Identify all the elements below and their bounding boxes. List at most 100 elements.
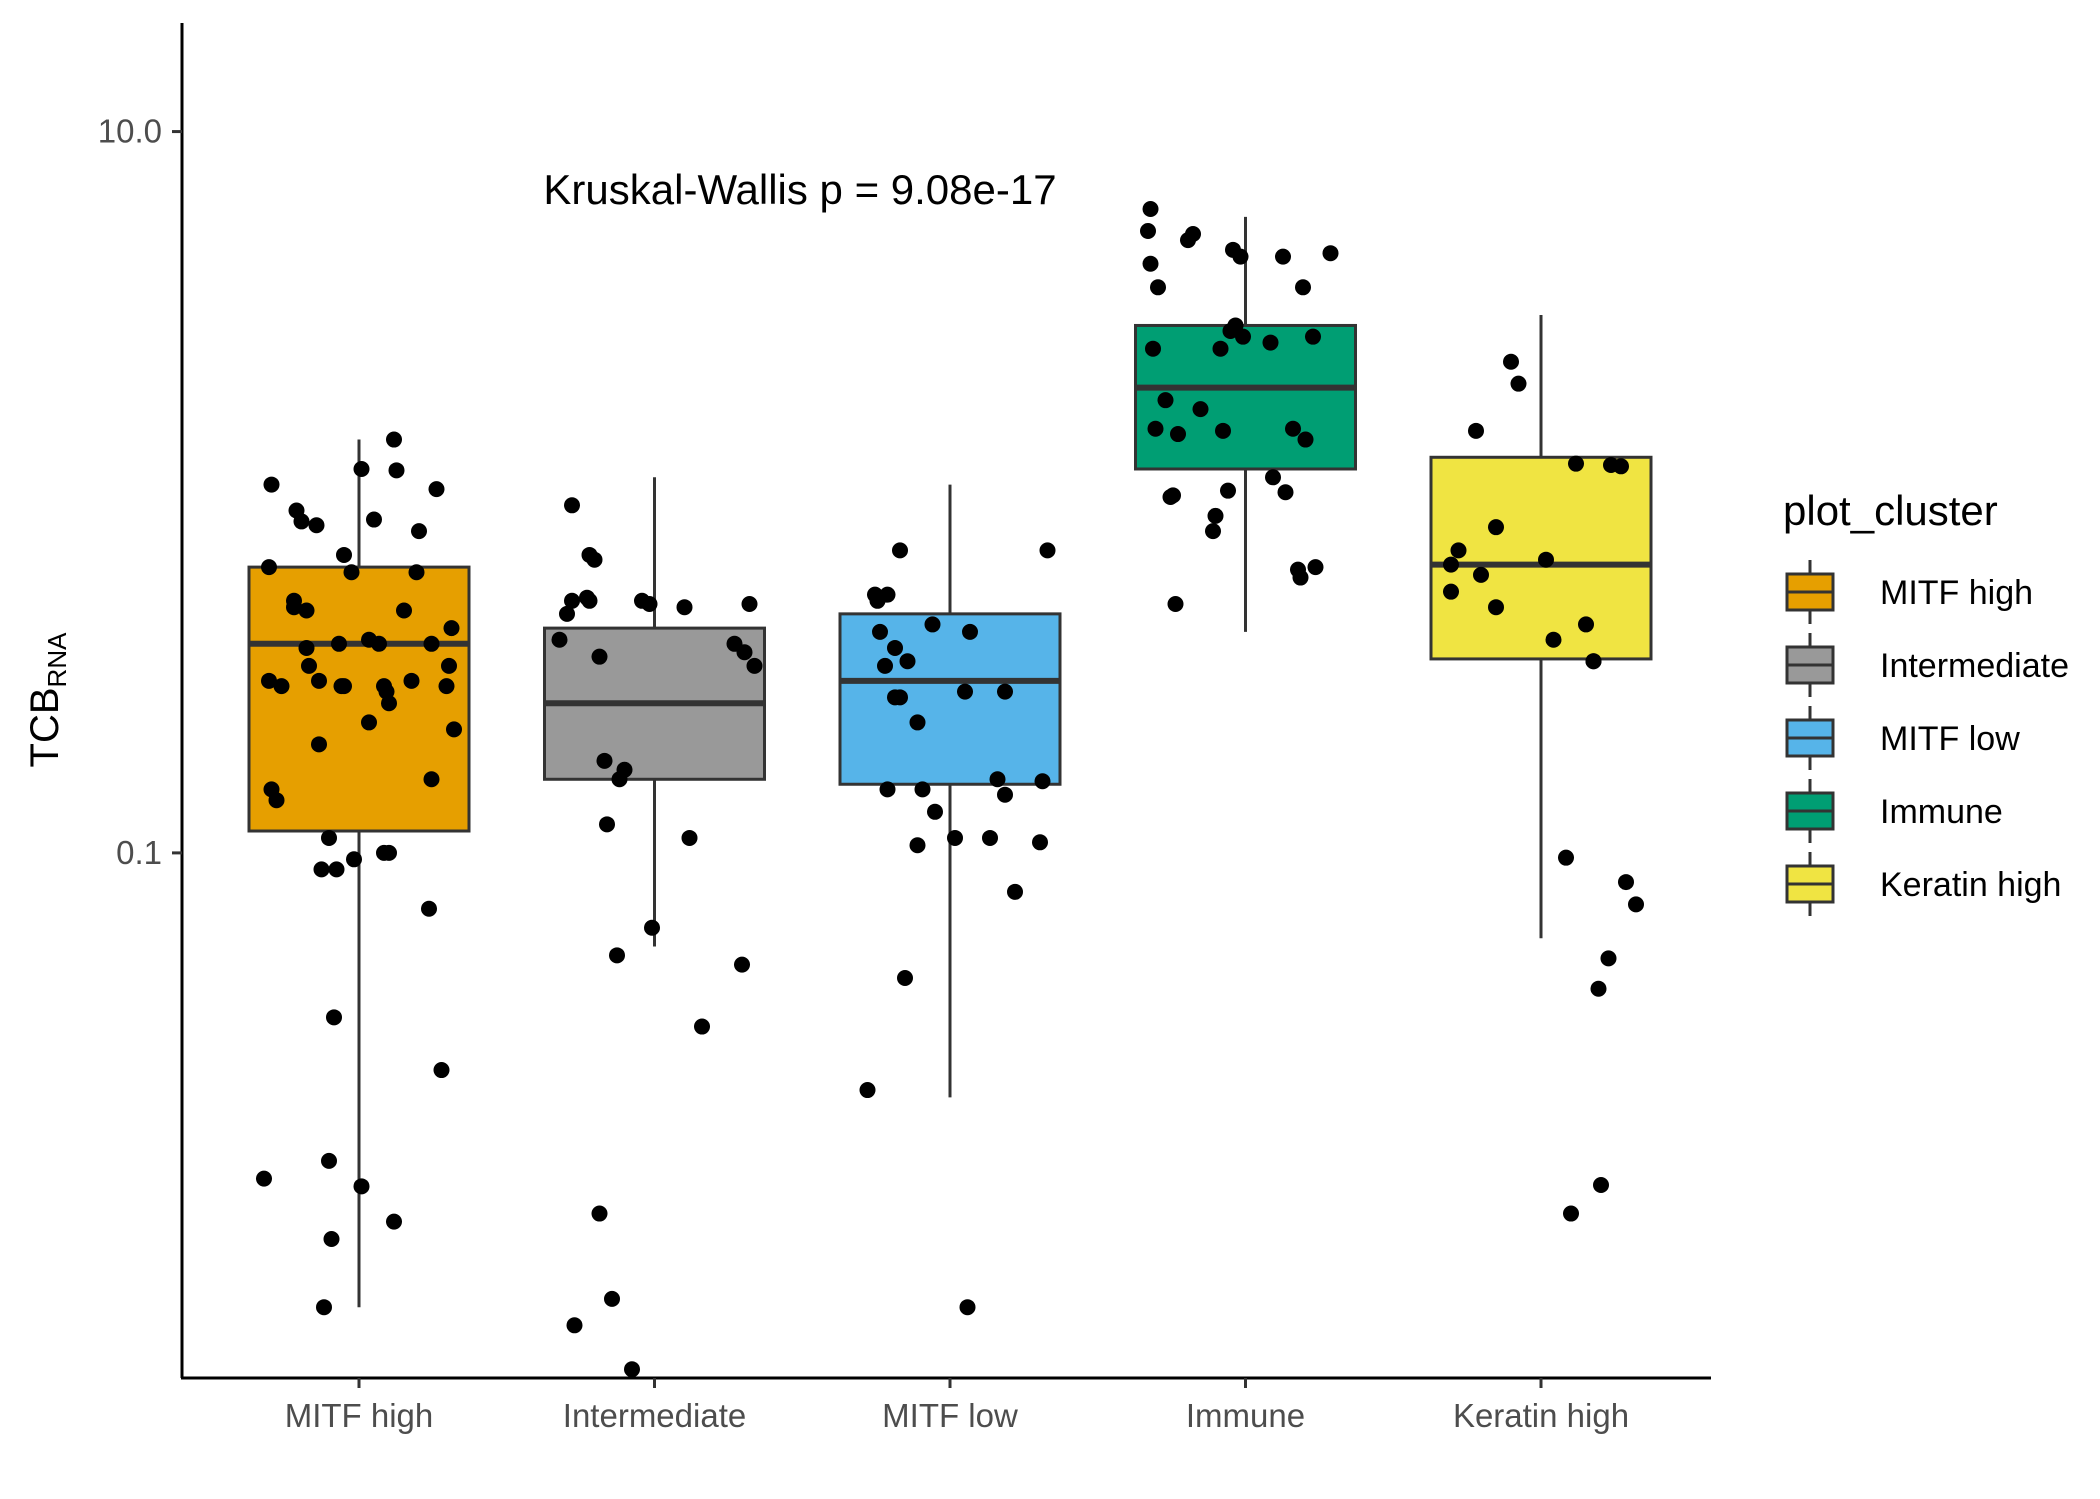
legend-item-intermediate: Intermediate [1785, 633, 2069, 697]
data-point-mitf-high [421, 900, 437, 917]
data-point-mitf-high [321, 1152, 337, 1169]
data-point-mitf-high [326, 1009, 342, 1026]
data-point-immune [1235, 328, 1251, 345]
data-point-mitf-high [311, 736, 327, 753]
data-point-immune [1322, 245, 1339, 262]
data-point-mitf-high [263, 476, 280, 493]
data-point-keratin-high [1590, 980, 1607, 997]
data-point-immune [1232, 248, 1249, 265]
data-point-mitf-low [982, 829, 998, 846]
y-axis-title-subscript: RNA [42, 632, 72, 688]
x-tick-label-immune: Immune [1186, 1397, 1305, 1434]
data-point-mitf-low [1032, 834, 1048, 851]
data-point-intermediate [559, 605, 575, 622]
x-ticks: MITF high Intermediate MITF low Immune Kerat… [285, 1378, 1629, 1434]
legend-label-intermediate: Intermediate [1880, 647, 2069, 685]
data-point-immune [1305, 328, 1321, 345]
data-point-mitf-high [261, 559, 277, 576]
data-point-mitf-high [396, 602, 412, 619]
data-point-intermediate [551, 631, 568, 648]
data-point-keratin-high [1450, 542, 1467, 559]
axes-layer [180, 23, 1711, 1380]
data-point-mitf-high [343, 564, 360, 581]
data-point-intermediate [586, 551, 603, 568]
data-point-intermediate [746, 657, 763, 674]
data-point-intermediate [616, 761, 633, 778]
data-point-immune [1165, 487, 1181, 504]
data-point-mitf-high [353, 1178, 370, 1195]
data-point-mitf-high [386, 1213, 402, 1230]
data-point-mitf-high [381, 844, 397, 861]
data-point-keratin-high [1585, 653, 1602, 670]
x-tick-label-mitf-high: MITF high [285, 1397, 434, 1434]
data-point-immune [1157, 392, 1174, 409]
data-point-intermediate [644, 919, 660, 936]
data-point-mitf-high [423, 635, 440, 652]
data-point-keratin-high [1593, 1177, 1609, 1194]
legend-title: plot_cluster [1783, 487, 1998, 534]
data-point-mitf-high [386, 431, 402, 448]
data-point-intermediate [581, 592, 598, 609]
x-tick-label-keratin-high: Keratin high [1453, 1397, 1629, 1434]
data-point-mitf-low [997, 786, 1013, 803]
data-point-keratin-high [1613, 458, 1629, 475]
data-point-keratin-high [1473, 566, 1489, 583]
data-point-mitf-high [298, 639, 315, 656]
data-point-mitf-high [438, 678, 455, 695]
data-point-mitf-low [914, 781, 931, 798]
data-point-mitf-high [443, 620, 460, 637]
data-point-keratin-high [1600, 950, 1617, 967]
data-point-immune [1167, 595, 1184, 612]
data-point-immune [1265, 469, 1281, 486]
data-point-keratin-high [1545, 631, 1562, 648]
data-point-immune [1215, 422, 1231, 439]
data-point-mitf-low [877, 657, 893, 674]
data-point-mitf-high [293, 513, 310, 530]
legend-item-immune: Immune [1785, 779, 2003, 843]
data-point-mitf-low [1034, 773, 1051, 790]
data-point-mitf-high [273, 678, 290, 695]
data-point-mitf-high [381, 695, 397, 712]
data-point-immune [1307, 559, 1324, 576]
data-point-intermediate [596, 752, 613, 769]
data-point-intermediate [734, 956, 750, 973]
data-point-mitf-high [411, 523, 427, 540]
data-point-keratin-high [1443, 583, 1459, 600]
data-point-keratin-high [1628, 896, 1644, 913]
data-point-mitf-low [1039, 542, 1056, 559]
data-point-keratin-high [1618, 874, 1634, 891]
data-point-mitf-high [316, 1299, 332, 1316]
data-point-intermediate [609, 947, 625, 964]
data-point-keratin-high [1568, 455, 1584, 472]
data-point-mitf-low [892, 542, 908, 559]
data-point-immune [1185, 225, 1201, 242]
data-point-mitf-high [286, 599, 302, 616]
data-point-intermediate [736, 644, 753, 661]
data-point-keratin-high [1510, 375, 1527, 392]
data-point-immune [1212, 340, 1229, 357]
data-point-mitf-high [371, 635, 387, 652]
data-point-mitf-high [346, 851, 362, 868]
data-point-immune [1262, 334, 1279, 351]
legend-item-mitf-high: MITF high [1785, 560, 2033, 624]
data-point-mitf-low [909, 837, 926, 854]
data-point-immune [1150, 279, 1166, 296]
data-point-mitf-low [962, 623, 978, 640]
data-point-keratin-high [1503, 353, 1519, 370]
data-point-intermediate [591, 1205, 608, 1222]
data-point-mitf-low [924, 616, 941, 633]
data-point-intermediate [566, 1317, 583, 1334]
data-point-mitf-high [423, 771, 440, 788]
data-point-keratin-high [1488, 519, 1504, 536]
data-point-immune [1295, 279, 1311, 296]
data-point-mitf-low [927, 803, 943, 820]
data-point-keratin-high [1563, 1205, 1579, 1222]
data-point-immune [1277, 484, 1294, 501]
box-iqr-mitf-low [838, 612, 1062, 786]
y-axis-title: TCBRNA [23, 632, 72, 768]
data-point-mitf-low [879, 586, 896, 603]
data-point-intermediate [591, 648, 608, 665]
data-point-mitf-high [441, 657, 457, 674]
x-tick-label-mitf-low: MITF low [882, 1397, 1018, 1434]
